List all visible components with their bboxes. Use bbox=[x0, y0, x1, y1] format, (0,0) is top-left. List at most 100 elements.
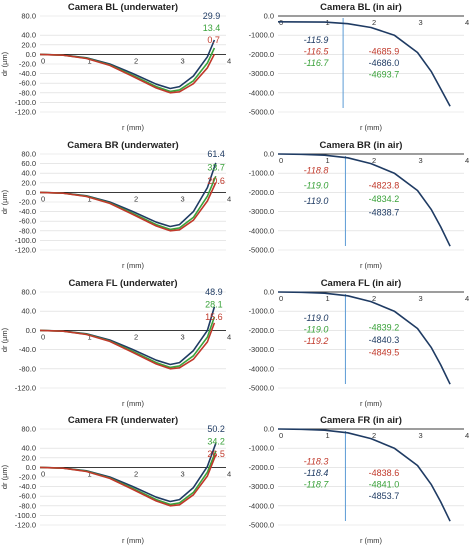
y-tick-label: 0.0 bbox=[264, 12, 274, 21]
data-label: -4853.7 bbox=[369, 491, 400, 501]
y-tick-label: 0.0 bbox=[264, 150, 274, 159]
chart-camera-fr-underwater: Camera FR (underwater) 80.0 40.0 20.0 0.0 -20… bbox=[0, 413, 237, 550]
x-tick-label: 4 bbox=[465, 18, 469, 27]
x-axis-title: r (mm) bbox=[360, 123, 383, 132]
y-tick-label: 20.0 bbox=[21, 178, 36, 187]
data-label: 20.6 bbox=[207, 176, 225, 186]
data-label: -119.0 bbox=[304, 181, 329, 191]
x-tick-label: 2 bbox=[372, 18, 376, 27]
data-label: 0.7 bbox=[207, 35, 220, 45]
data-label: -119.2 bbox=[304, 336, 329, 346]
y-tick-label: -40.0 bbox=[19, 482, 36, 491]
chart-title: Camera FL (in air) bbox=[321, 278, 402, 289]
y-tick-label: -1000.0 bbox=[249, 444, 274, 453]
x-tick-label: 0 bbox=[279, 431, 283, 440]
chart-camera-fr-in-air: Camera FR (in air) 0.0 -1000.0 -2000.0 -3000… bbox=[238, 413, 475, 550]
x-tick-label: 4 bbox=[465, 294, 469, 303]
y-tick-label: 40.0 bbox=[21, 444, 36, 453]
x-tick-label: 1 bbox=[326, 294, 330, 303]
y-tick-label: -120.0 bbox=[15, 246, 36, 255]
chart-title: Camera BL (in air) bbox=[320, 2, 402, 13]
x-tick-label: 4 bbox=[465, 431, 469, 440]
y-tick-label: -20.0 bbox=[19, 198, 36, 207]
y-tick-label: -100.0 bbox=[15, 98, 36, 107]
data-label: -119.0 bbox=[304, 324, 329, 334]
x-axis-title: r (mm) bbox=[360, 261, 383, 270]
x-tick-label: 1 bbox=[326, 156, 330, 165]
y-tick-label: 80.0 bbox=[21, 288, 36, 297]
x-tick-label: 0 bbox=[279, 294, 283, 303]
chart-title: Camera BL (underwater) bbox=[68, 2, 178, 13]
y-tick-label: -40.0 bbox=[19, 345, 36, 354]
data-label: -4686.0 bbox=[369, 58, 400, 68]
data-label: 28.1 bbox=[205, 299, 223, 309]
data-label: -116.5 bbox=[304, 47, 330, 57]
y-tick-label: 40.0 bbox=[21, 307, 36, 316]
data-label: -4834.2 bbox=[369, 194, 400, 204]
y-tick-label: -80.0 bbox=[19, 364, 36, 373]
data-label: -4841.0 bbox=[369, 480, 400, 490]
x-axis-title: r (mm) bbox=[122, 399, 145, 408]
series-line-red bbox=[39, 454, 217, 507]
y-tick-label: -5000.0 bbox=[249, 521, 274, 530]
data-label: 50.2 bbox=[207, 424, 225, 434]
x-tick-label: 3 bbox=[419, 18, 423, 27]
y-tick-label: -40.0 bbox=[19, 207, 36, 216]
y-tick-label: -3000.0 bbox=[249, 69, 274, 78]
chart-svg: Camera FL (underwater) 80.0 40.0 0.0 -40.0 -8… bbox=[0, 278, 231, 408]
y-tick-label: -4000.0 bbox=[249, 226, 274, 235]
y-axis-title: dr (µm) bbox=[0, 51, 9, 76]
data-label: -4693.7 bbox=[369, 70, 400, 80]
x-tick-label: 1 bbox=[88, 194, 92, 203]
chart-title: Camera FR (underwater) bbox=[68, 415, 178, 426]
y-tick-label: -5000.0 bbox=[249, 108, 274, 117]
chart-camera-bl-in-air: Camera BL (in air) 0.0 -1000.0 -2000.0 -3000… bbox=[238, 0, 475, 137]
y-tick-label: 0.0 bbox=[264, 425, 274, 434]
data-label: 13.4 bbox=[203, 23, 221, 33]
y-tick-label: 0.0 bbox=[264, 288, 274, 297]
x-tick-label: 3 bbox=[181, 56, 185, 65]
data-label: -118.4 bbox=[304, 468, 329, 478]
chart-camera-fl-in-air: Camera FL (in air) 0.0 -1000.0 -2000.0 -3000… bbox=[238, 276, 475, 413]
chart-title: Camera BR (in air) bbox=[320, 140, 403, 151]
y-tick-label: -60.0 bbox=[19, 79, 36, 88]
chart-svg: Camera FR (in air) 0.0 -1000.0 -2000.0 -3000… bbox=[249, 415, 470, 545]
x-axis-title: r (mm) bbox=[122, 261, 145, 270]
x-tick-label: 0 bbox=[41, 469, 45, 478]
chart-svg: Camera BL (underwater) 80.0 40.020.00.0-20… bbox=[0, 2, 231, 132]
series-line-green bbox=[39, 316, 216, 369]
y-tick-label: -120.0 bbox=[15, 521, 36, 530]
y-tick-label: 60.0 bbox=[21, 159, 36, 168]
x-tick-label: 2 bbox=[372, 156, 376, 165]
x-tick-label: 0 bbox=[41, 56, 45, 65]
y-tick-label: -20.0 bbox=[19, 60, 36, 69]
x-tick-label: 1 bbox=[326, 431, 330, 440]
x-tick-label: 4 bbox=[227, 332, 231, 341]
y-tick-label: -40.0 bbox=[19, 69, 36, 78]
x-axis-title: r (mm) bbox=[360, 536, 383, 545]
y-tick-label: -20.0 bbox=[19, 473, 36, 482]
data-label: -116.7 bbox=[304, 58, 330, 68]
data-label: -4839.2 bbox=[369, 323, 400, 333]
data-label: -4838.7 bbox=[369, 208, 400, 218]
y-tick-label: -5000.0 bbox=[249, 246, 274, 255]
y-tick-label: -2000.0 bbox=[249, 188, 274, 197]
x-tick-label: 3 bbox=[419, 156, 423, 165]
y-tick-label: 0.0 bbox=[26, 50, 36, 59]
y-axis-title: dr (µm) bbox=[0, 327, 9, 352]
chart-title: Camera FL (underwater) bbox=[68, 278, 177, 289]
y-tick-label: -120.0 bbox=[15, 384, 36, 393]
data-label: 34.2 bbox=[207, 436, 225, 446]
data-label: 61.4 bbox=[207, 149, 225, 159]
data-label: -118.7 bbox=[304, 480, 330, 490]
series-line-red bbox=[39, 182, 217, 232]
x-tick-label: 0 bbox=[41, 194, 45, 203]
y-tick-label: -80.0 bbox=[19, 88, 36, 97]
x-tick-label: 3 bbox=[419, 294, 423, 303]
series-line-red bbox=[39, 53, 216, 94]
data-label: -119.0 bbox=[304, 196, 329, 206]
y-tick-label: 0.0 bbox=[26, 326, 36, 335]
data-label: 48.9 bbox=[205, 287, 223, 297]
x-tick-label: 3 bbox=[181, 332, 185, 341]
data-label: -4685.9 bbox=[369, 47, 400, 57]
